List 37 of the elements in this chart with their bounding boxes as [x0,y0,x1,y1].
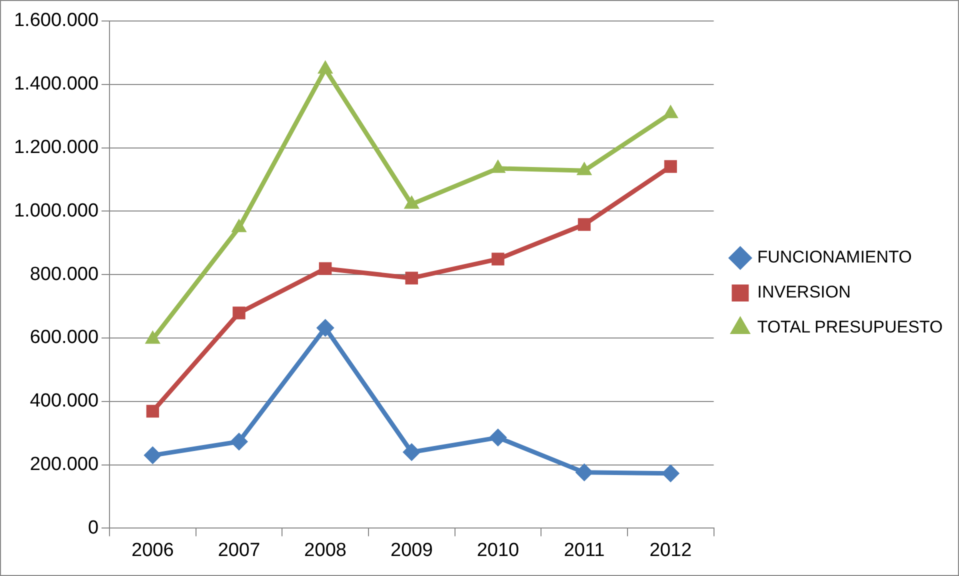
point [318,262,332,275]
legend-label: FUNCIONAMIENTO [757,248,912,267]
x-tick-label: 2012 [649,540,692,561]
x-tick-label: 2009 [390,540,433,561]
legend-label: TOTAL PRESUPUESTO [757,318,943,337]
point [230,432,248,451]
x-tick-label: 2006 [132,540,174,561]
point [232,306,246,320]
y-tick-label: 600.000 [30,327,99,348]
point [318,60,334,74]
point [492,252,504,266]
point [662,104,678,118]
point [404,195,420,209]
legend-label: INVERSION [757,282,851,302]
y-tick-label: 1.000.000 [14,200,99,222]
point [488,428,507,447]
point [316,318,334,337]
point [146,404,160,418]
y-tick-label: 800.000 [30,264,99,285]
y-tick-label: 1.400.000 [14,74,99,95]
x-tick-label: 2007 [218,540,260,561]
y-tick-label: 400.000 [30,390,99,412]
y-tick-label: 1.600.000 [14,10,99,32]
point [402,443,421,462]
point [144,446,162,464]
point [662,464,680,482]
y-tick-label: 200.000 [30,454,99,476]
point [575,463,594,482]
y-tick-label: 0 [88,517,99,538]
point [576,162,592,176]
y-tick-label: 1.200.000 [14,137,99,158]
point [578,218,591,231]
x-tick-label: 2010 [476,540,520,561]
point [231,218,247,232]
x-tick-label: 2011 [564,540,605,561]
x-tick-label: 2008 [304,540,346,561]
point [405,272,418,284]
